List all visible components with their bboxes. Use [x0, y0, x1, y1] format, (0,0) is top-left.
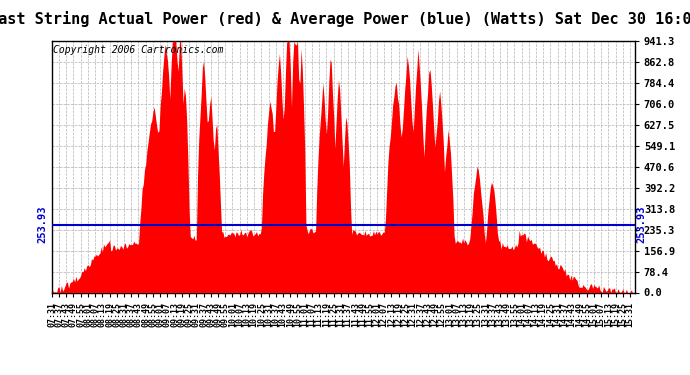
Text: Copyright 2006 Cartronics.com: Copyright 2006 Cartronics.com [53, 45, 224, 55]
Text: East String Actual Power (red) & Average Power (blue) (Watts) Sat Dec 30 16:05: East String Actual Power (red) & Average… [0, 11, 690, 27]
Text: 253.93: 253.93 [636, 206, 646, 243]
Text: 253.93: 253.93 [37, 206, 47, 243]
